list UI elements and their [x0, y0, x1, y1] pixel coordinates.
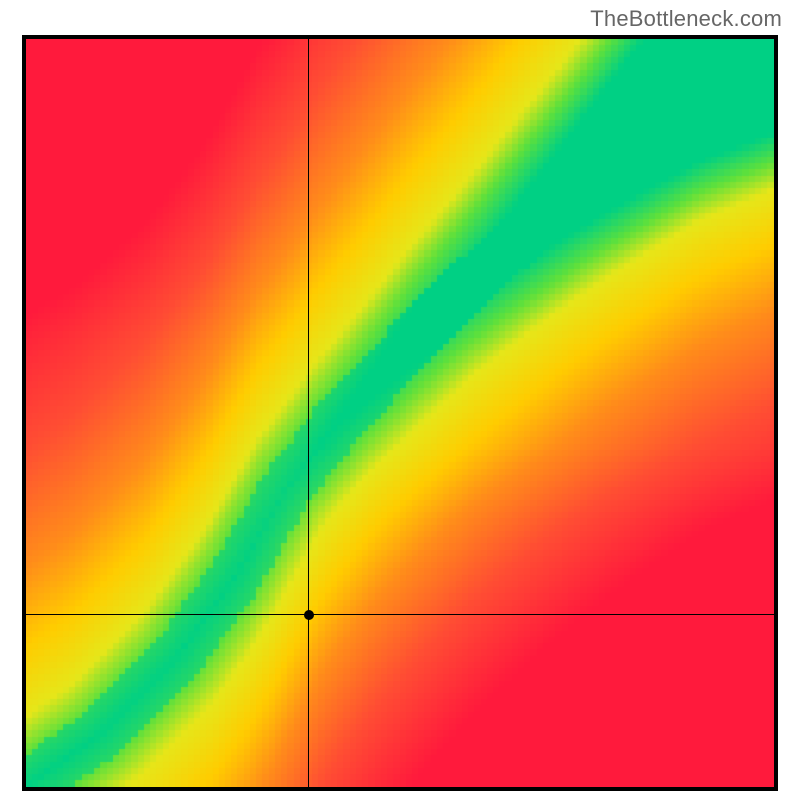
operating-point-marker: [304, 610, 314, 620]
bottleneck-heatmap: [26, 39, 774, 787]
chart-container: TheBottleneck.com: [0, 0, 800, 800]
plot-frame: [22, 35, 778, 791]
attribution-text: TheBottleneck.com: [590, 6, 782, 32]
crosshair-vertical: [308, 39, 309, 787]
crosshair-horizontal: [26, 614, 774, 615]
